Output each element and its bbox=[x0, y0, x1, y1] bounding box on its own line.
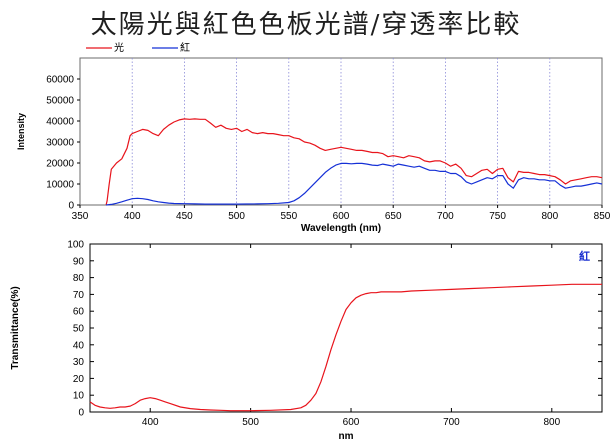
x-tick-label: 700 bbox=[437, 211, 454, 222]
y-axis-label: Transmittance(%) bbox=[10, 286, 21, 369]
x-tick-label: 450 bbox=[176, 211, 193, 222]
y-tick-label: 10 bbox=[73, 391, 85, 402]
transmittance-plot-area: 0 10 20 30 40 50 60 70 80 90 100 400 500 600 700 800 bbox=[67, 240, 603, 428]
x-tick-label: 750 bbox=[489, 211, 506, 222]
y-tick-label: 40000 bbox=[46, 117, 74, 128]
y-tick-label: 20000 bbox=[46, 159, 74, 170]
x-tick-label: 400 bbox=[142, 417, 159, 428]
plot-frame bbox=[89, 243, 603, 413]
series-line bbox=[105, 118, 603, 206]
y-tick-label: 50 bbox=[73, 324, 85, 335]
x-tick-label: 850 bbox=[594, 211, 611, 222]
y-tick-label: 90 bbox=[73, 256, 85, 267]
x-tick-label: 350 bbox=[72, 211, 89, 222]
legend-label: 紅 bbox=[180, 42, 190, 54]
x-tick-label: 700 bbox=[443, 417, 460, 428]
y-tick-label: 10000 bbox=[46, 180, 74, 191]
legend-label: 光 bbox=[114, 41, 124, 54]
slide-title: 太陽光與紅色色板光譜/穿透率比較 bbox=[90, 10, 522, 40]
y-tick-label: 0 bbox=[68, 201, 74, 212]
y-tick-label: 100 bbox=[67, 240, 84, 251]
series-line bbox=[89, 283, 602, 412]
x-axis-label: nm bbox=[339, 431, 354, 441]
y-tick-label: 40 bbox=[73, 340, 85, 351]
x-tick-label: 600 bbox=[333, 211, 350, 222]
x-tick-label: 800 bbox=[543, 417, 560, 428]
y-tick-label: 70 bbox=[73, 290, 85, 301]
x-tick-label: 500 bbox=[242, 417, 259, 428]
x-tick-label: 400 bbox=[124, 211, 141, 222]
spectrum-legend: 光紅 bbox=[86, 41, 190, 54]
x-tick-label: 600 bbox=[343, 417, 360, 428]
y-tick-label: 0 bbox=[78, 408, 84, 419]
series-line bbox=[106, 162, 603, 206]
x-tick-label: 650 bbox=[385, 211, 402, 222]
y-tick-label: 60000 bbox=[46, 75, 74, 86]
series-label: 紅 bbox=[579, 249, 590, 263]
y-tick-label: 20 bbox=[73, 374, 85, 385]
y-tick-label: 30 bbox=[73, 357, 85, 368]
x-tick-label: 500 bbox=[228, 211, 245, 222]
y-tick-label: 80 bbox=[73, 273, 85, 284]
x-axis-label: Wavelength (nm) bbox=[301, 223, 381, 234]
y-tick-label: 60 bbox=[73, 307, 85, 318]
y-tick-label: 30000 bbox=[46, 138, 74, 149]
x-tick-label: 800 bbox=[541, 211, 558, 222]
y-axis-label: Intensity bbox=[16, 113, 26, 150]
y-tick-label: 50000 bbox=[46, 96, 74, 107]
x-tick-label: 550 bbox=[280, 211, 297, 222]
spectrum-plot-area: 350 400 450 500 550 600 650 700 750 800 850 0 10000 2… bbox=[46, 57, 611, 222]
